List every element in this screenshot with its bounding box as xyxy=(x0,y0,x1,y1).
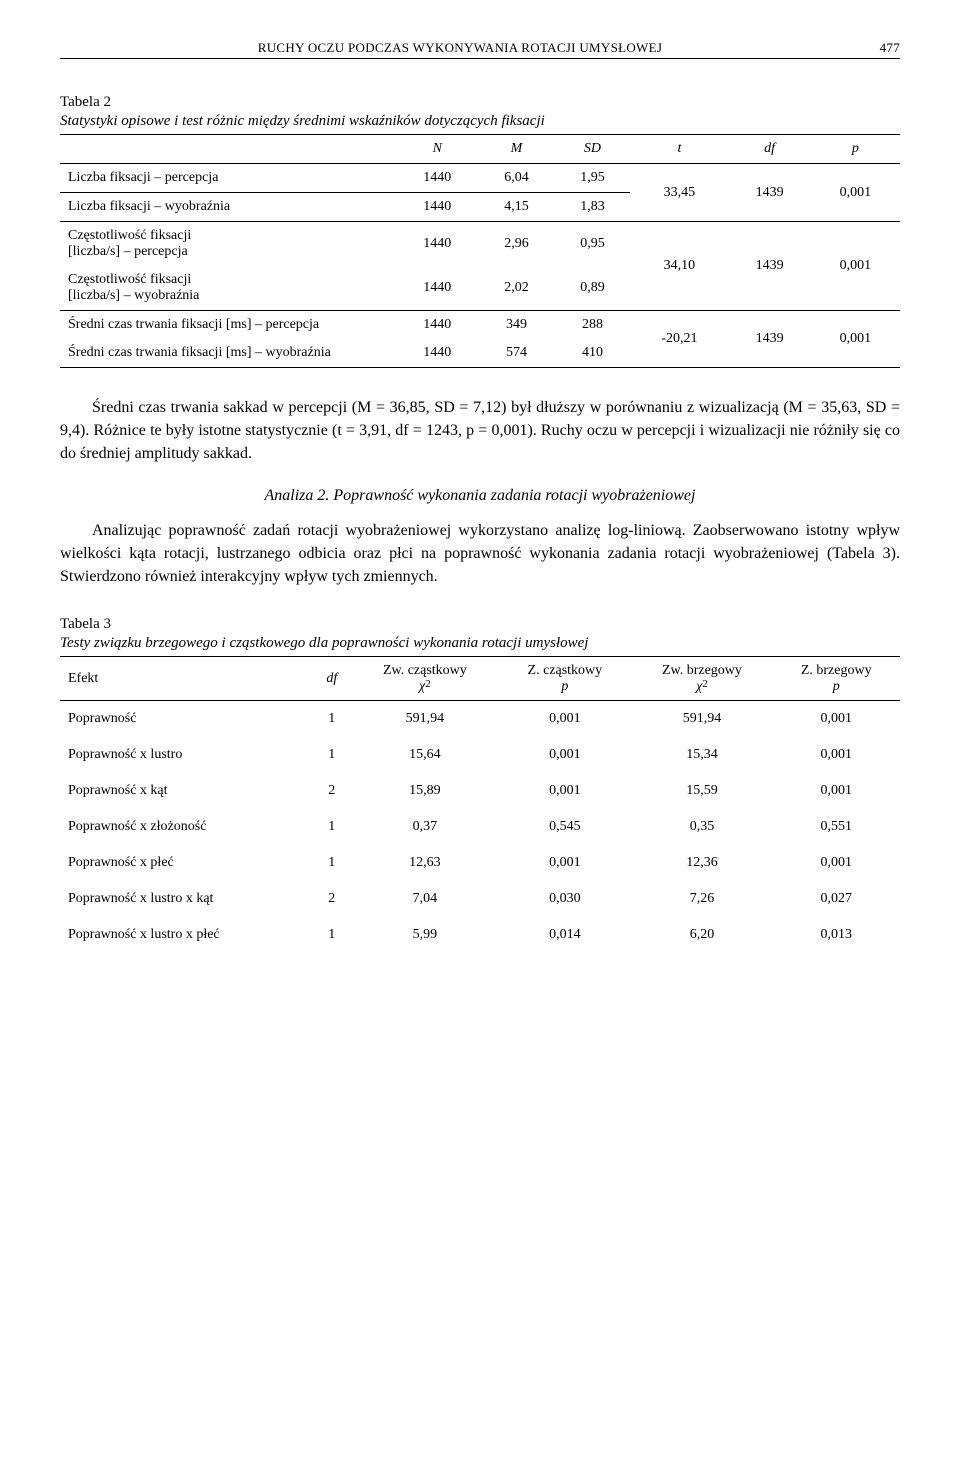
cell-effect: Poprawność x kąt xyxy=(60,773,312,809)
cell-z-brz-p: 0,001 xyxy=(772,737,900,773)
col-m: M xyxy=(479,135,555,164)
cell-df: 2 xyxy=(312,773,352,809)
row-label: Średni czas trwania fiksacji [ms] – wyob… xyxy=(60,339,396,368)
cell-z-cz-p: 0,014 xyxy=(498,917,631,953)
table-3: Efekt df Zw. cząstkowyχ2 Z. cząstkowyp Z… xyxy=(60,656,900,953)
table-row: Liczba fiksacji – percepcja 1440 6,04 1,… xyxy=(60,164,900,193)
cell-zw-brz-chi: 12,36 xyxy=(631,845,772,881)
cell-df: 1 xyxy=(312,737,352,773)
table-2-header-row: N M SD t df p xyxy=(60,135,900,164)
cell-z-brz-p: 0,551 xyxy=(772,809,900,845)
cell-zw-brz-chi: 6,20 xyxy=(631,917,772,953)
cell-zw-cz-chi: 5,99 xyxy=(352,917,499,953)
cell-z-cz-p: 0,001 xyxy=(498,701,631,738)
cell-effect: Poprawność xyxy=(60,701,312,738)
analiza-2-heading: Analiza 2. Poprawność wykonania zadania … xyxy=(60,484,900,507)
table-2-subtitle: Statystyki opisowe i test różnic między … xyxy=(60,113,900,130)
cell-z-brz-p: 0,013 xyxy=(772,917,900,953)
table-row: Poprawność x kąt215,890,00115,590,001 xyxy=(60,773,900,809)
cell-zw-cz-chi: 12,63 xyxy=(352,845,499,881)
col-effect: Efekt xyxy=(60,657,312,701)
cell-effect: Poprawność x złożoność xyxy=(60,809,312,845)
table-2-caption: Tabela 2 xyxy=(60,94,900,111)
running-title: RUCHY OCZU PODCZAS WYKONYWANIA ROTACJI U… xyxy=(60,40,860,56)
cell-z-cz-p: 0,001 xyxy=(498,845,631,881)
cell-z-brz-p: 0,001 xyxy=(772,773,900,809)
cell-zw-cz-chi: 7,04 xyxy=(352,881,499,917)
table-row: Poprawność x złożoność10,370,5450,350,55… xyxy=(60,809,900,845)
cell-effect: Poprawność x lustro x płeć xyxy=(60,917,312,953)
body-paragraphs: Średni czas trwania sakkad w percepcji (… xyxy=(60,396,900,588)
row-label: Częstotliwość fiksacji [liczba/s] – wyob… xyxy=(60,266,396,311)
cell-zw-brz-chi: 15,34 xyxy=(631,737,772,773)
col-z-cz-p: Z. cząstkowyp xyxy=(498,657,631,701)
table-row: Poprawność1591,940,001591,940,001 xyxy=(60,701,900,738)
table-row: Poprawność x lustro115,640,00115,340,001 xyxy=(60,737,900,773)
row-label: Liczba fiksacji – percepcja xyxy=(60,164,396,193)
cell-effect: Poprawność x lustro x kąt xyxy=(60,881,312,917)
cell-df: 2 xyxy=(312,881,352,917)
cell-df: 1 xyxy=(312,701,352,738)
col-zw-brz-chi: Zw. brzegowyχ2 xyxy=(631,657,772,701)
table-row: Poprawność x lustro x kąt27,040,0307,260… xyxy=(60,881,900,917)
col-sd: SD xyxy=(555,135,631,164)
row-label: Średni czas trwania fiksacji [ms] – perc… xyxy=(60,311,396,340)
cell-z-brz-p: 0,001 xyxy=(772,701,900,738)
cell-z-cz-p: 0,030 xyxy=(498,881,631,917)
table-row: Poprawność x płeć112,630,00112,360,001 xyxy=(60,845,900,881)
cell-z-cz-p: 0,545 xyxy=(498,809,631,845)
cell-z-brz-p: 0,027 xyxy=(772,881,900,917)
cell-effect: Poprawność x lustro xyxy=(60,737,312,773)
cell-df: 1 xyxy=(312,845,352,881)
cell-df: 1 xyxy=(312,917,352,953)
table-row: Średni czas trwania fiksacji [ms] – perc… xyxy=(60,311,900,340)
table-row: Poprawność x lustro x płeć15,990,0146,20… xyxy=(60,917,900,953)
cell-zw-cz-chi: 15,64 xyxy=(352,737,499,773)
page-number: 477 xyxy=(860,40,900,56)
paragraph-1: Średni czas trwania sakkad w percepcji (… xyxy=(60,396,900,466)
col-n: N xyxy=(396,135,479,164)
cell-zw-brz-chi: 0,35 xyxy=(631,809,772,845)
cell-zw-cz-chi: 15,89 xyxy=(352,773,499,809)
table-3-caption: Tabela 3 xyxy=(60,616,900,633)
col-zw-cz-chi: Zw. cząstkowyχ2 xyxy=(352,657,499,701)
cell-zw-brz-chi: 7,26 xyxy=(631,881,772,917)
running-header: RUCHY OCZU PODCZAS WYKONYWANIA ROTACJI U… xyxy=(60,40,900,59)
cell-zw-brz-chi: 591,94 xyxy=(631,701,772,738)
col-df: df xyxy=(728,135,811,164)
table-3-header-row: Efekt df Zw. cząstkowyχ2 Z. cząstkowyp Z… xyxy=(60,657,900,701)
table-2: N M SD t df p Liczba fiksacji – percepcj… xyxy=(60,134,900,368)
cell-zw-brz-chi: 15,59 xyxy=(631,773,772,809)
cell-df: 1 xyxy=(312,809,352,845)
cell-zw-cz-chi: 0,37 xyxy=(352,809,499,845)
table-3-subtitle: Testy związku brzegowego i cząstkowego d… xyxy=(60,635,900,652)
row-label: Częstotliwość fiksacji [liczba/s] – perc… xyxy=(60,222,396,267)
col-t: t xyxy=(630,135,728,164)
row-label: Liczba fiksacji – wyobraźnia xyxy=(60,193,396,222)
cell-z-cz-p: 0,001 xyxy=(498,773,631,809)
col-z-brz-p: Z. brzegowyp xyxy=(772,657,900,701)
cell-effect: Poprawność x płeć xyxy=(60,845,312,881)
paragraph-2: Analizując poprawność zadań rotacji wyob… xyxy=(60,519,900,589)
cell-zw-cz-chi: 591,94 xyxy=(352,701,499,738)
cell-z-brz-p: 0,001 xyxy=(772,845,900,881)
table-row: Częstotliwość fiksacji [liczba/s] – perc… xyxy=(60,222,900,267)
cell-z-cz-p: 0,001 xyxy=(498,737,631,773)
col-df: df xyxy=(312,657,352,701)
col-p: p xyxy=(811,135,900,164)
